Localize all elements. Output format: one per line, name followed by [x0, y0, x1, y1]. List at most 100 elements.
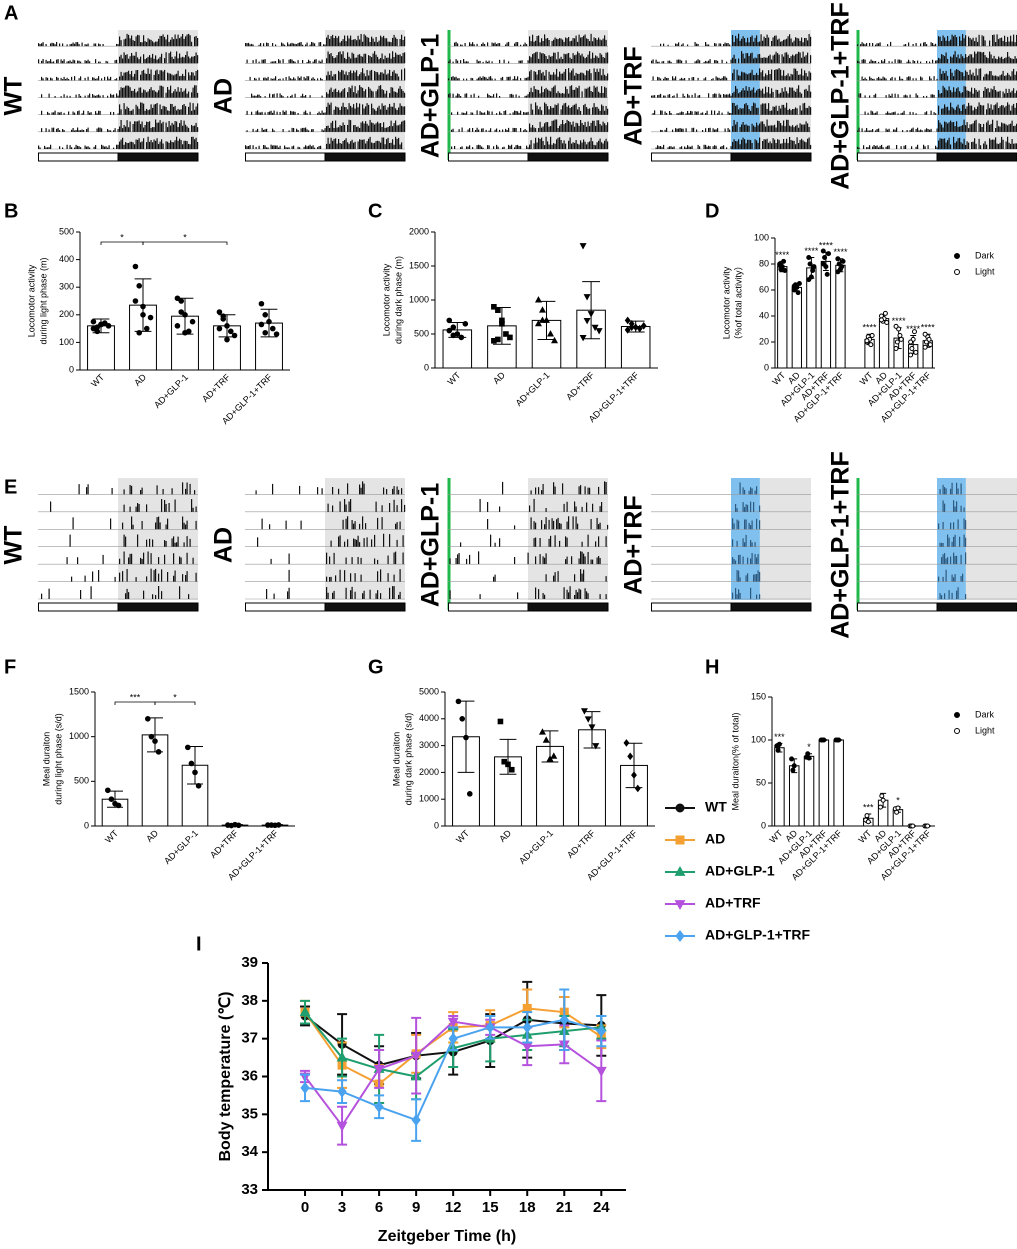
y-axis-label: Locomotor activity	[381, 263, 391, 336]
legend-marker	[954, 269, 960, 275]
significance-label: ****	[892, 316, 907, 326]
data-point	[269, 325, 276, 332]
significance-label: ****	[819, 241, 834, 251]
data-point	[624, 326, 631, 334]
y-tick-label: 34	[241, 1143, 258, 1160]
group-label: AD+GLP-1+TRF	[827, 451, 855, 639]
data-point	[542, 736, 550, 743]
data-point	[925, 823, 931, 829]
significance-bracket	[100, 241, 144, 245]
y-tick-label: 1000	[419, 794, 439, 804]
data-point	[835, 269, 841, 275]
data-point	[806, 255, 812, 260]
x-tick-label: 18	[519, 1199, 536, 1216]
light-bar	[448, 602, 529, 612]
dark-bar	[730, 602, 812, 612]
data-point	[462, 321, 469, 327]
y-tick-label: 1000	[69, 731, 89, 741]
bar	[777, 266, 788, 369]
activity	[288, 569, 401, 582]
data-point	[148, 733, 155, 740]
legend-label: Dark	[975, 709, 995, 719]
y-tick-label: 36	[241, 1067, 258, 1084]
x-tick-label: AD	[132, 372, 148, 388]
data-point	[587, 311, 595, 318]
significance-label: *	[807, 742, 811, 752]
activity	[938, 518, 967, 530]
light-bar	[245, 602, 326, 612]
significance-label: *	[896, 795, 900, 805]
data-point	[105, 787, 111, 794]
data-point	[115, 802, 122, 809]
bar	[803, 755, 815, 827]
x-tick-label: 9	[412, 1199, 420, 1216]
significance-label: ****	[833, 247, 848, 257]
x-tick-label: AD	[144, 828, 160, 844]
x-tick-label: 24	[593, 1199, 610, 1216]
group-label: AD+GLP-1+TRF	[827, 2, 855, 190]
panel-letter: B	[4, 200, 18, 222]
y-axis-label: Meal duraiton	[391, 732, 401, 787]
data-point	[373, 1065, 385, 1075]
activity	[261, 516, 401, 530]
activity	[246, 102, 406, 115]
data-point	[188, 760, 195, 767]
activity	[857, 119, 1017, 132]
activity	[454, 33, 607, 47]
x-tick-label: 0	[301, 1199, 309, 1216]
data-point	[927, 342, 933, 348]
activity	[38, 33, 199, 47]
data-point	[538, 316, 546, 323]
activity	[249, 68, 406, 81]
data-point	[820, 248, 826, 254]
data-point	[466, 791, 473, 797]
y-tick-label: 100	[59, 337, 74, 347]
significance-label: *	[173, 692, 177, 702]
x-tick-label: WT	[454, 828, 471, 845]
y-tick-label: 50	[756, 777, 766, 787]
data-point	[411, 1113, 421, 1127]
group-label: WT	[0, 77, 28, 116]
y-tick-label: 500	[414, 328, 429, 338]
y-tick-label: 400	[59, 254, 74, 264]
data-point	[559, 1013, 569, 1026]
y-tick-label: 200	[59, 309, 74, 319]
x-tick-label: AD	[497, 828, 513, 844]
significance-label: ***	[130, 692, 141, 702]
data-point	[140, 312, 146, 318]
x-tick-label: AD+TRF	[565, 828, 597, 860]
x-tick-label: WT	[858, 370, 875, 387]
activity	[502, 481, 607, 495]
data-point	[898, 336, 904, 342]
panel-letter: F	[4, 656, 16, 678]
panel-letter: A	[4, 2, 18, 24]
data-point	[459, 716, 466, 722]
y-axis-label: Meal duraiton	[41, 732, 51, 787]
data-point	[579, 334, 587, 342]
data-point	[508, 766, 515, 773]
data-point	[579, 243, 587, 250]
x-tick-label: WT	[103, 828, 120, 845]
data-point	[108, 796, 115, 803]
group-label: AD	[210, 78, 238, 114]
data-point	[152, 738, 158, 744]
y-tick-label: 1000	[409, 294, 429, 304]
y-tick-label: 4000	[419, 713, 439, 723]
data-point	[640, 322, 647, 330]
data-point	[822, 255, 828, 260]
data-point	[591, 324, 599, 332]
data-point	[623, 739, 630, 747]
y-tick-label: 37	[241, 1030, 258, 1047]
data-point	[595, 1066, 607, 1077]
significance-label: ****	[921, 323, 936, 333]
dark-bar	[324, 152, 406, 162]
light-bar	[857, 602, 938, 612]
y-tick-label: 0	[764, 362, 769, 372]
data-point	[507, 334, 513, 341]
data-point	[790, 767, 796, 773]
activity	[72, 516, 197, 530]
activity	[69, 534, 191, 547]
activity	[451, 136, 609, 149]
data-point	[136, 329, 143, 336]
x-tick-label: AD+GLP-1	[514, 370, 552, 408]
